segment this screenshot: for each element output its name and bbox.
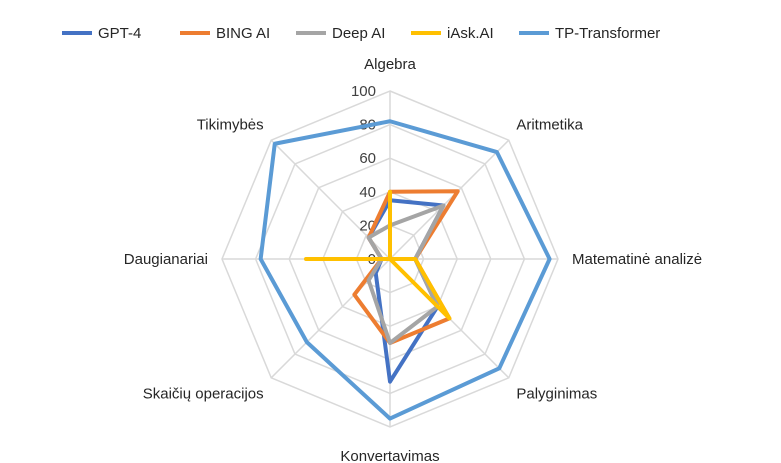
legend-label: Deep AI bbox=[332, 25, 385, 42]
category-label: Matematinė analizė bbox=[572, 251, 702, 268]
category-labels: Algebra Aritmetika Matematinė analizė Palyg… bbox=[124, 56, 702, 463]
category-label: Daugianariai bbox=[124, 251, 208, 268]
tick-label: 60 bbox=[359, 150, 376, 167]
category-label: Tikimybės bbox=[197, 117, 264, 134]
category-label: Konvertavimas bbox=[340, 448, 439, 463]
series-line-deep-ai bbox=[366, 203, 446, 345]
legend-item: Deep AI bbox=[296, 25, 385, 42]
legend-label: GPT-4 bbox=[98, 25, 141, 42]
series-line-iask-ai bbox=[304, 189, 452, 321]
category-label: Algebra bbox=[364, 56, 416, 73]
radar-series bbox=[258, 119, 552, 421]
grid-spoke bbox=[389, 139, 510, 260]
legend-label: TP-Transformer bbox=[555, 25, 660, 42]
category-label: Skaičių operacijos bbox=[143, 385, 264, 402]
series-line-tp-transformer bbox=[258, 119, 552, 421]
legend-item: GPT-4 bbox=[62, 25, 141, 42]
tick-label: 100 bbox=[351, 83, 376, 100]
category-label: Palyginimas bbox=[516, 385, 597, 402]
legend-item: TP-Transformer bbox=[519, 25, 660, 42]
legend-item: iAsk.AI bbox=[411, 25, 494, 42]
category-label: Aritmetika bbox=[516, 117, 583, 134]
legend: GPT-4 BING AI Deep AI iAsk.AI TP-Transformer bbox=[62, 25, 660, 42]
legend-item: BING AI bbox=[180, 25, 270, 42]
legend-label: BING AI bbox=[216, 25, 270, 42]
tick-label: 40 bbox=[359, 184, 376, 201]
legend-label: iAsk.AI bbox=[447, 25, 494, 42]
